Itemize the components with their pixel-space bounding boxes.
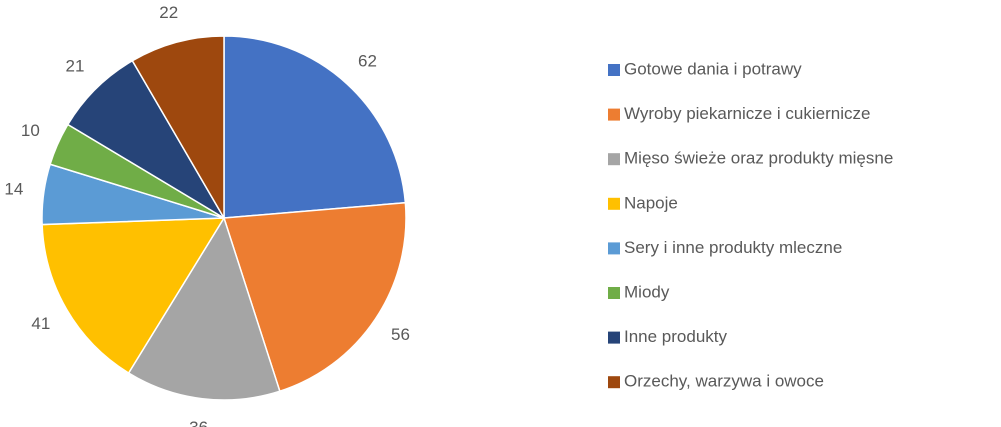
data-label: 14 (4, 180, 23, 199)
legend-swatch (608, 64, 620, 76)
data-label: 56 (391, 325, 410, 344)
data-label: 22 (159, 3, 178, 22)
legend-swatch (608, 287, 620, 299)
pie-slice (222, 201, 407, 393)
data-label: 36 (189, 418, 208, 427)
legend-label: Orzechy, warzywa i owoce (624, 372, 824, 391)
data-label: 62 (358, 51, 377, 70)
legend-label: Sery i inne produkty mleczne (624, 238, 842, 257)
data-label: 21 (66, 57, 85, 76)
legend-swatch (608, 331, 620, 344)
data-label: 41 (31, 314, 50, 333)
legend-swatch (608, 108, 620, 121)
legend-label: Mięso świeże oraz produkty mięsne (624, 149, 893, 168)
pie-slice (41, 217, 226, 375)
legend-label: Miody (624, 282, 670, 301)
pie-slice (127, 216, 281, 401)
pie-slice (131, 35, 225, 221)
legend-swatch (608, 153, 620, 166)
data-label: 10 (21, 121, 40, 140)
pie-slice (66, 59, 225, 219)
legend-label: Wyroby piekarnicze i cukiernicze (624, 104, 870, 123)
legend-label: Inne produkty (624, 327, 728, 346)
legend-swatch (608, 376, 620, 389)
legend-label: Gotowe dania i potrawy (624, 59, 802, 78)
legend-label: Napoje (624, 193, 678, 212)
pie-slice (223, 35, 407, 219)
legend-swatch (608, 242, 620, 255)
legend-swatch (608, 197, 620, 210)
